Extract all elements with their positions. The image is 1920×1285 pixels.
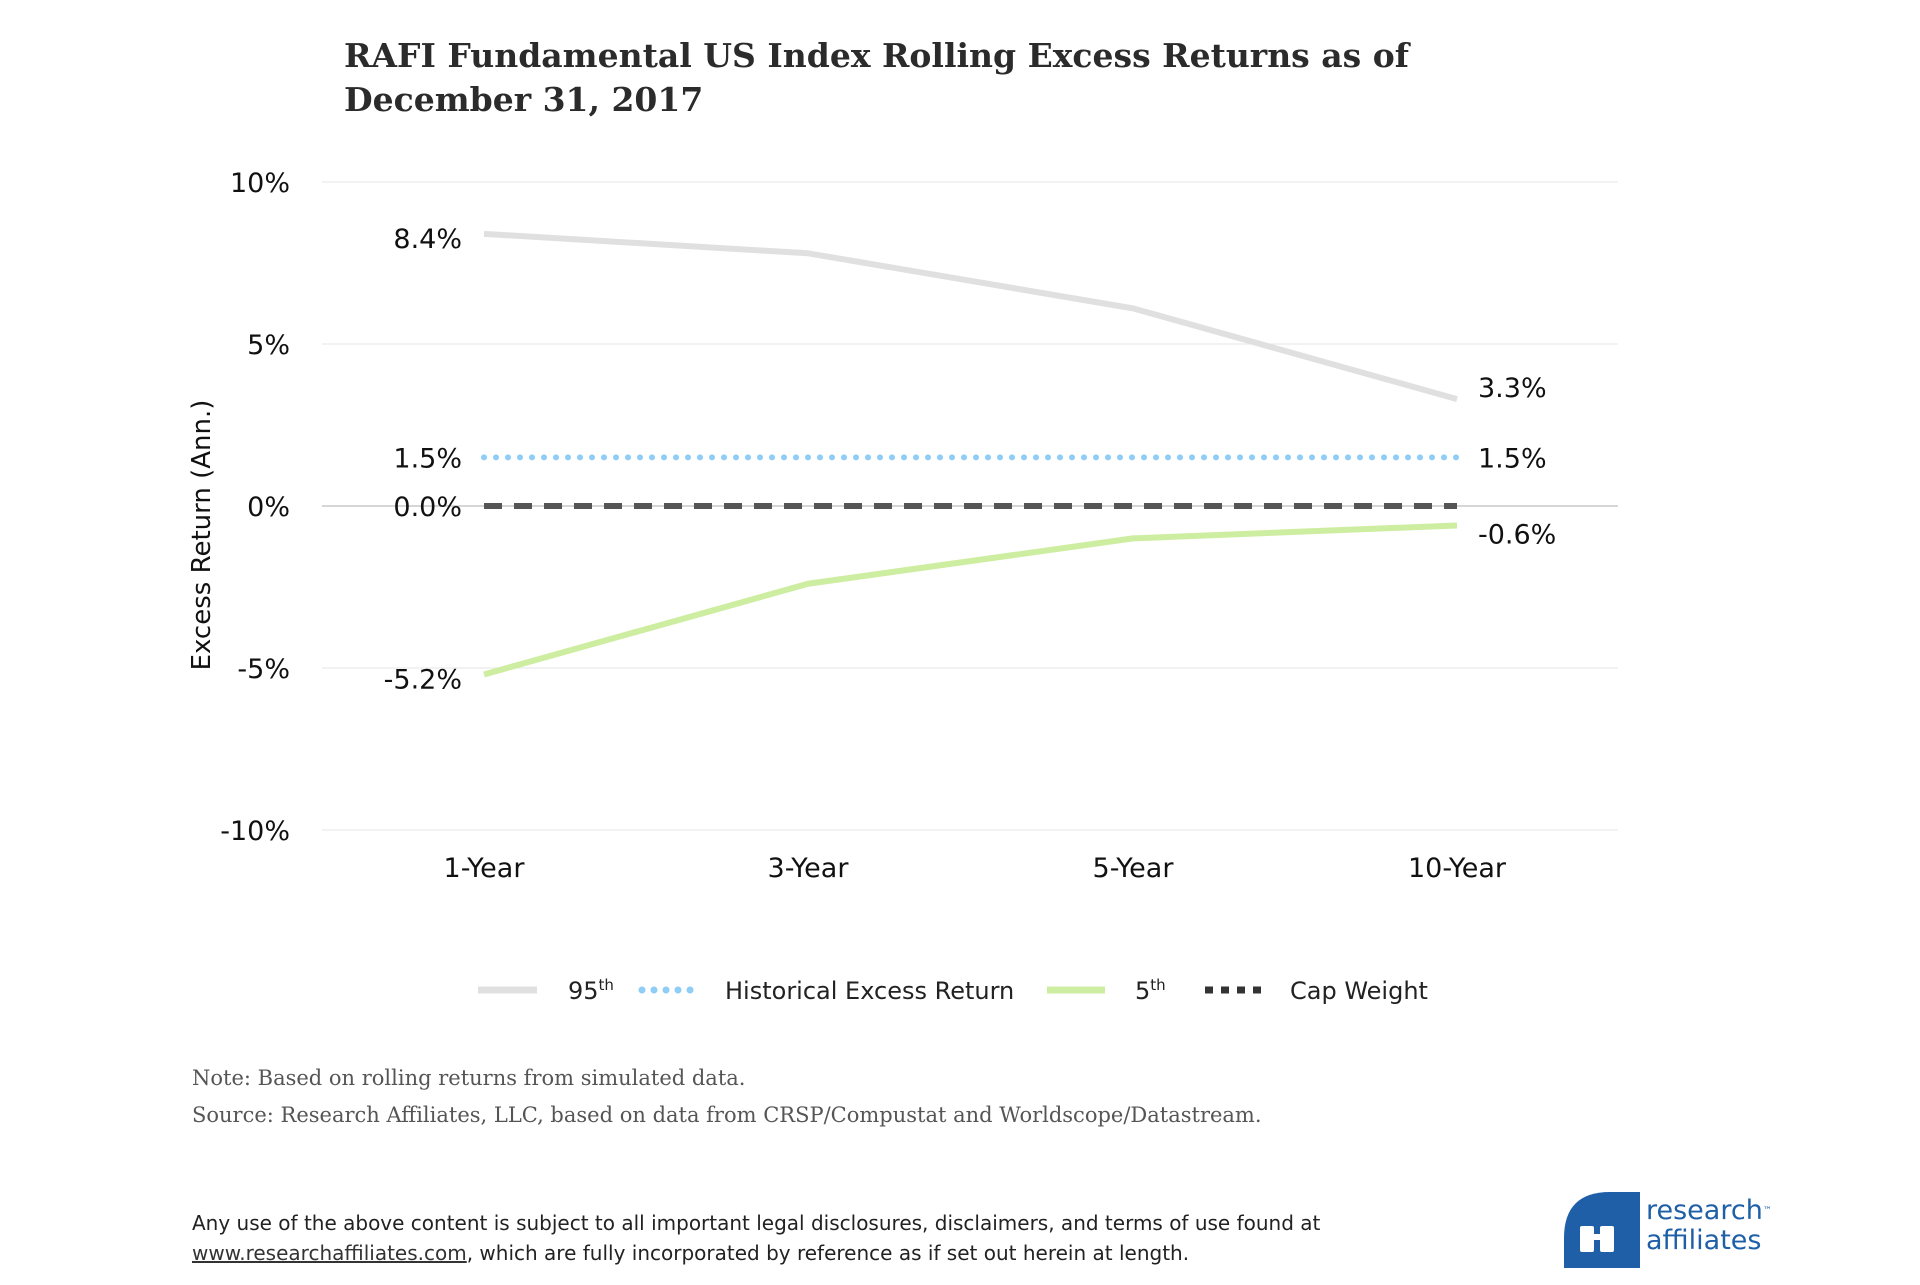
legal-line-2: www.researchaffiliates.com, which are fu… (192, 1238, 1320, 1268)
data-labels: 8.4% 3.3% 1.5% 1.5% -5.2% -0.6% 0.0% (384, 224, 1557, 696)
series-line-0 (483, 230, 1458, 402)
series-line-2 (483, 522, 1458, 678)
logo-line-1: research (1646, 1195, 1763, 1226)
logo-mark-icon (1564, 1192, 1640, 1268)
logo-line-2: affiliates (1646, 1225, 1762, 1256)
y-tick-label: -10% (220, 816, 290, 847)
chart-notes: Note: Based on rolling returns from simu… (192, 1060, 1262, 1134)
data-label-end: -0.6% (1478, 519, 1556, 550)
y-tick-label: 5% (247, 330, 290, 361)
chart-title-line-2: December 31, 2017 (344, 80, 704, 119)
data-label-start: 0.0% (393, 492, 462, 523)
legal-line-1: Any use of the above content is subject … (192, 1211, 1321, 1235)
data-label-start: 1.5% (393, 443, 462, 474)
x-tick-label: 10-Year (1408, 853, 1507, 884)
note-text: Note: Based on rolling returns from simu… (192, 1066, 746, 1090)
legend-label-text: Cap Weight (1290, 977, 1428, 1005)
data-label-end: 1.5% (1478, 443, 1547, 474)
y-tick-label: -5% (237, 654, 290, 685)
source-text: Source: Research Affiliates, LLC, based … (192, 1103, 1262, 1127)
x-tick-label: 1-Year (444, 853, 526, 884)
data-label-start: 8.4% (393, 224, 462, 255)
y-axis-label: Excess Return (Ann.) (187, 400, 217, 671)
research-affiliates-logo: research™ affiliates (1562, 1190, 1782, 1270)
legend-label: 95th (568, 976, 614, 1005)
legend-label-text: 5 (1135, 977, 1150, 1005)
website-link[interactable]: www.researchaffiliates.com (192, 1241, 467, 1265)
legend: 95th Historical Excess Return 5th Cap Weigh… (478, 976, 1428, 1005)
data-label-end: 3.3% (1478, 373, 1547, 404)
y-tick-label: 10% (230, 168, 290, 199)
chart-title-line-1: RAFI Fundamental US Index Rolling Excess… (344, 36, 1409, 75)
legend-label: Cap Weight (1290, 977, 1428, 1005)
x-tick-label: 3-Year (768, 853, 850, 884)
legal-disclaimer: Any use of the above content is subject … (192, 1208, 1320, 1268)
series-lines (481, 230, 1460, 678)
logo-trademark: ™ (1762, 1206, 1772, 1216)
legend-label: Historical Excess Return (725, 977, 1014, 1005)
legend-label-text: Historical Excess Return (725, 977, 1014, 1005)
x-tick-labels: 1-Year 3-Year 5-Year 10-Year (444, 853, 1507, 884)
y-tick-labels: 10% 5% 0% -5% -10% (220, 168, 290, 847)
chart-title: RAFI Fundamental US Index Rolling Excess… (344, 34, 1444, 122)
x-tick-label: 5-Year (1093, 853, 1175, 884)
legend-label-text: 95 (568, 977, 599, 1005)
legend-label-superscript: th (1150, 976, 1165, 994)
legend-label: 5th (1135, 976, 1166, 1005)
y-tick-label: 0% (247, 492, 290, 523)
data-label-start: -5.2% (384, 664, 462, 695)
legend-label-superscript: th (599, 976, 614, 994)
legal-line-2-rest: , which are fully incorporated by refere… (466, 1241, 1190, 1265)
logo-wordmark: research™ affiliates (1646, 1196, 1772, 1256)
